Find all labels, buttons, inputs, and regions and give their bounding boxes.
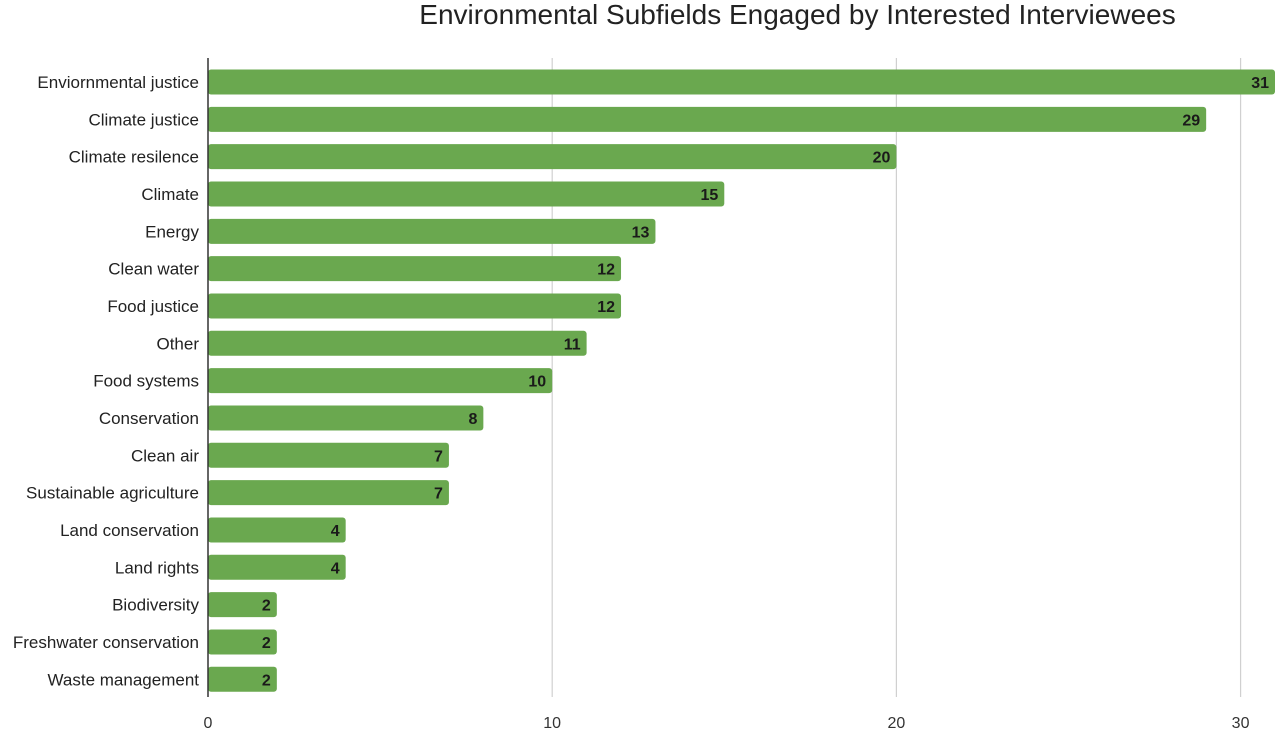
bar-6 <box>208 293 622 319</box>
x-tick-label-30: 30 <box>1232 715 1250 732</box>
value-label-14: 2 <box>262 598 271 615</box>
value-label-12: 4 <box>331 523 340 540</box>
bar-7 <box>208 330 587 356</box>
value-label-8: 10 <box>528 374 546 391</box>
category-label-4: Energy <box>145 222 199 241</box>
value-label-16: 2 <box>262 672 271 689</box>
value-label-15: 2 <box>262 635 271 652</box>
category-label-12: Land conservation <box>60 521 199 540</box>
bars <box>208 69 1275 692</box>
value-label-2: 20 <box>873 150 891 167</box>
bar-11 <box>208 480 449 506</box>
value-label-10: 7 <box>434 448 443 465</box>
value-label-5: 12 <box>597 262 615 279</box>
bar-12 <box>208 517 346 543</box>
bar-13 <box>208 554 346 580</box>
category-label-15: Freshwater conservation <box>13 633 199 652</box>
value-label-11: 7 <box>434 486 443 503</box>
bar-16 <box>208 666 277 692</box>
category-label-5: Clean water <box>108 260 199 279</box>
value-label-1: 29 <box>1182 112 1200 129</box>
category-label-8: Food systems <box>93 372 199 391</box>
category-label-9: Conservation <box>99 409 199 428</box>
category-label-1: Climate justice <box>88 110 199 129</box>
bar-15 <box>208 629 277 655</box>
category-label-3: Climate <box>141 185 199 204</box>
value-label-9: 8 <box>468 411 477 428</box>
value-label-3: 15 <box>700 187 718 204</box>
value-label-13: 4 <box>331 560 340 577</box>
category-label-13: Land rights <box>115 558 199 577</box>
x-tick-label-0: 0 <box>204 715 213 732</box>
bar-2 <box>208 144 897 170</box>
bar-9 <box>208 405 484 431</box>
category-label-11: Sustainable agriculture <box>26 484 199 503</box>
labels: 0 10 20 30 Enviornmental justice 31 Climate ju… <box>13 73 1269 732</box>
chart-title: Environmental Subfields Engaged by Inter… <box>419 0 1176 30</box>
bar-3 <box>208 181 725 207</box>
value-label-6: 12 <box>597 299 615 316</box>
value-label-0: 31 <box>1251 75 1269 92</box>
bar-0 <box>208 69 1275 95</box>
value-label-4: 13 <box>632 224 650 241</box>
category-label-6: Food justice <box>107 297 199 316</box>
bar-5 <box>208 256 622 282</box>
bar-4 <box>208 218 656 244</box>
x-tick-label-10: 10 <box>543 715 561 732</box>
category-label-7: Other <box>156 334 199 353</box>
bar-14 <box>208 592 277 618</box>
category-label-2: Climate resilence <box>69 148 199 167</box>
category-label-10: Clean air <box>131 446 199 465</box>
value-label-7: 11 <box>564 336 581 353</box>
bar-8 <box>208 368 553 394</box>
category-label-0: Enviornmental justice <box>37 73 199 92</box>
bar-10 <box>208 442 449 468</box>
x-tick-label-20: 20 <box>887 715 905 732</box>
category-label-16: Waste management <box>48 670 200 689</box>
category-label-14: Biodiversity <box>112 596 199 615</box>
bar-1 <box>208 106 1207 132</box>
